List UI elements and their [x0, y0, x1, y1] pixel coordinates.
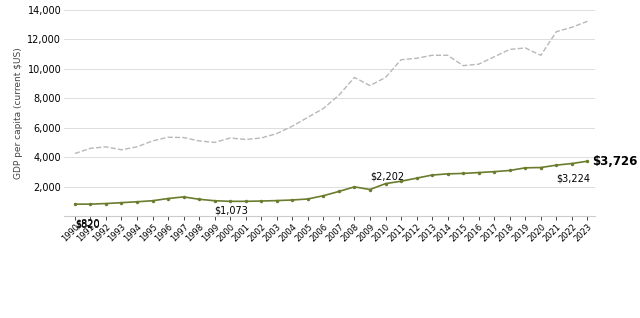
Philippines GDP per capita (current US$) — [522, 166, 529, 170]
Philippines GDP per capita (current US$) — [444, 172, 451, 176]
World — [490, 55, 498, 59]
World — [351, 76, 358, 80]
World — [242, 138, 250, 142]
Philippines GDP per capita (current US$) — [71, 202, 79, 206]
World — [273, 132, 280, 135]
Philippines GDP per capita (current US$) — [428, 173, 436, 177]
World — [304, 115, 312, 119]
World — [381, 76, 389, 80]
Philippines GDP per capita (current US$) — [319, 194, 327, 197]
Text: $2,202: $2,202 — [370, 172, 404, 182]
Philippines GDP per capita (current US$) — [537, 166, 545, 169]
World — [397, 58, 405, 62]
World — [180, 136, 188, 140]
Philippines GDP per capita (current US$) — [506, 169, 514, 172]
World — [568, 25, 576, 29]
World — [522, 46, 529, 50]
World — [552, 30, 560, 34]
Philippines GDP per capita (current US$) — [475, 171, 483, 175]
Philippines GDP per capita (current US$) — [289, 198, 296, 202]
World — [537, 53, 545, 57]
World — [227, 136, 234, 140]
Philippines GDP per capita (current US$) — [304, 197, 312, 201]
Philippines GDP per capita (current US$) — [180, 195, 188, 199]
Philippines GDP per capita (current US$) — [257, 199, 265, 203]
Philippines GDP per capita (current US$) — [102, 202, 110, 205]
World — [506, 47, 514, 51]
Line: Philippines GDP per capita (current US$): Philippines GDP per capita (current US$) — [73, 160, 589, 206]
Philippines GDP per capita (current US$) — [568, 162, 576, 165]
Philippines GDP per capita (current US$) — [211, 199, 218, 203]
Philippines GDP per capita (current US$) — [164, 197, 172, 200]
World — [444, 53, 451, 57]
World — [102, 145, 110, 149]
Text: $1,073: $1,073 — [214, 205, 248, 216]
Philippines GDP per capita (current US$) — [133, 200, 141, 204]
World — [428, 53, 436, 57]
Philippines GDP per capita (current US$) — [273, 199, 280, 203]
World — [289, 124, 296, 128]
World — [460, 64, 467, 67]
World — [118, 148, 125, 152]
World — [164, 135, 172, 139]
Philippines GDP per capita (current US$) — [195, 197, 203, 201]
World — [71, 152, 79, 156]
Line: World: World — [75, 21, 588, 154]
Text: $3,726: $3,726 — [592, 155, 637, 168]
Philippines GDP per capita (current US$) — [242, 199, 250, 203]
World — [475, 62, 483, 66]
Philippines GDP per capita (current US$) — [335, 190, 343, 193]
Text: $3,224: $3,224 — [556, 174, 590, 184]
Philippines GDP per capita (current US$) — [381, 182, 389, 185]
Philippines GDP per capita (current US$) — [552, 163, 560, 167]
World — [413, 56, 420, 60]
Philippines GDP per capita (current US$) — [86, 202, 94, 206]
World — [257, 136, 265, 140]
World — [148, 139, 156, 143]
World — [319, 107, 327, 110]
Text: $820: $820 — [75, 219, 99, 229]
World — [335, 93, 343, 97]
Philippines GDP per capita (current US$) — [118, 201, 125, 204]
Philippines GDP per capita (current US$) — [366, 188, 374, 191]
World — [584, 19, 591, 23]
World — [211, 141, 218, 144]
World — [366, 84, 374, 87]
Philippines GDP per capita (current US$) — [351, 185, 358, 189]
Y-axis label: GDP per capita (current $US): GDP per capita (current $US) — [14, 47, 23, 179]
Philippines GDP per capita (current US$) — [148, 199, 156, 203]
World — [86, 146, 94, 150]
Philippines GDP per capita (current US$) — [460, 171, 467, 175]
Philippines GDP per capita (current US$) — [584, 159, 591, 163]
Philippines GDP per capita (current US$) — [413, 176, 420, 180]
Philippines GDP per capita (current US$) — [397, 179, 405, 183]
Philippines GDP per capita (current US$) — [490, 170, 498, 174]
Philippines GDP per capita (current US$) — [227, 199, 234, 203]
World — [133, 145, 141, 149]
Text: $820: $820 — [75, 219, 99, 229]
World — [195, 139, 203, 143]
